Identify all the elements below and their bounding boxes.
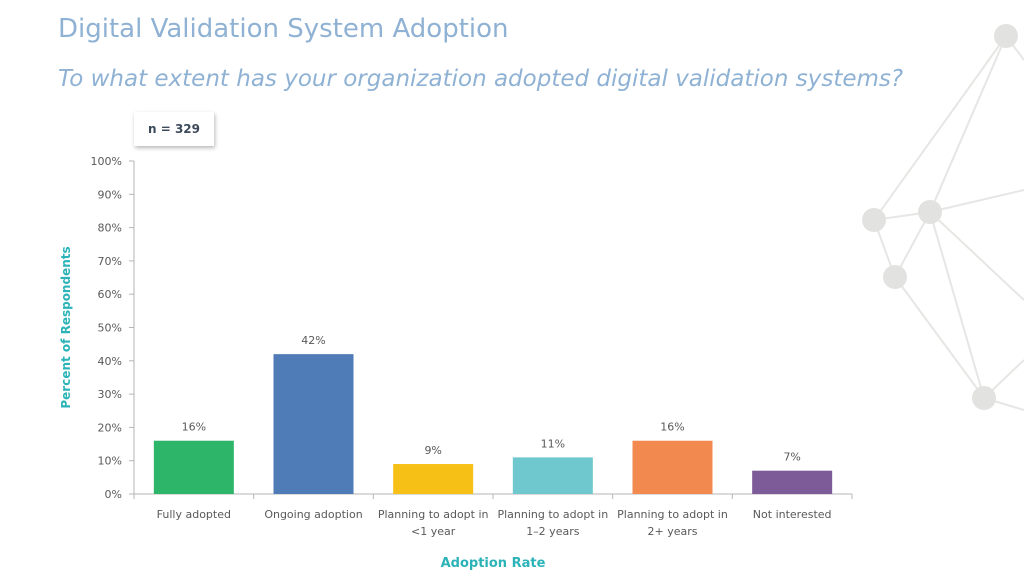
y-tick-label: 30%: [98, 388, 122, 401]
sample-size-label: n = 329: [147, 122, 200, 136]
category-label-6: Not interested: [753, 508, 832, 521]
y-tick-label: 90%: [98, 188, 122, 201]
bar-5: [632, 440, 713, 494]
category-label-5: 2+ years: [648, 525, 698, 538]
bar-2: [273, 354, 354, 494]
y-tick-label: 20%: [98, 421, 122, 434]
y-tick-label: 60%: [98, 288, 122, 301]
bar-6: [752, 470, 833, 494]
category-label-5: Planning to adopt in: [617, 508, 728, 521]
bar-3: [393, 464, 474, 494]
category-label-3: Planning to adopt in: [378, 508, 489, 521]
y-tick-label: 10%: [98, 455, 122, 468]
bar-1: [153, 440, 234, 494]
y-tick-label: 0%: [105, 488, 122, 501]
sample-size-badge: n = 329: [134, 112, 214, 146]
data-label-4: 11%: [541, 437, 565, 450]
x-axis-title: Adoption Rate: [441, 556, 546, 571]
data-label-5: 16%: [660, 421, 684, 434]
data-label-6: 7%: [783, 451, 800, 464]
y-axis-title: Percent of Respondents: [59, 246, 73, 408]
bar-4: [512, 457, 593, 494]
category-label-3: <1 year: [411, 525, 456, 538]
page-title: Digital Validation System Adoption: [58, 14, 509, 44]
data-label-3: 9%: [424, 444, 441, 457]
y-tick-label: 40%: [98, 355, 122, 368]
category-label-1: Fully adopted: [157, 508, 231, 521]
data-label-2: 42%: [301, 334, 325, 347]
y-tick-label: 50%: [98, 322, 122, 335]
y-tick-label: 80%: [98, 222, 122, 235]
y-tick-label: 100%: [91, 155, 122, 168]
page-subtitle: To what extent has your organization ado…: [58, 66, 904, 92]
category-label-4: 1–2 years: [526, 525, 580, 538]
data-label-1: 16%: [182, 421, 206, 434]
category-label-2: Ongoing adoption: [264, 508, 362, 521]
category-label-4: Planning to adopt in: [497, 508, 608, 521]
y-tick-label: 70%: [98, 255, 122, 268]
